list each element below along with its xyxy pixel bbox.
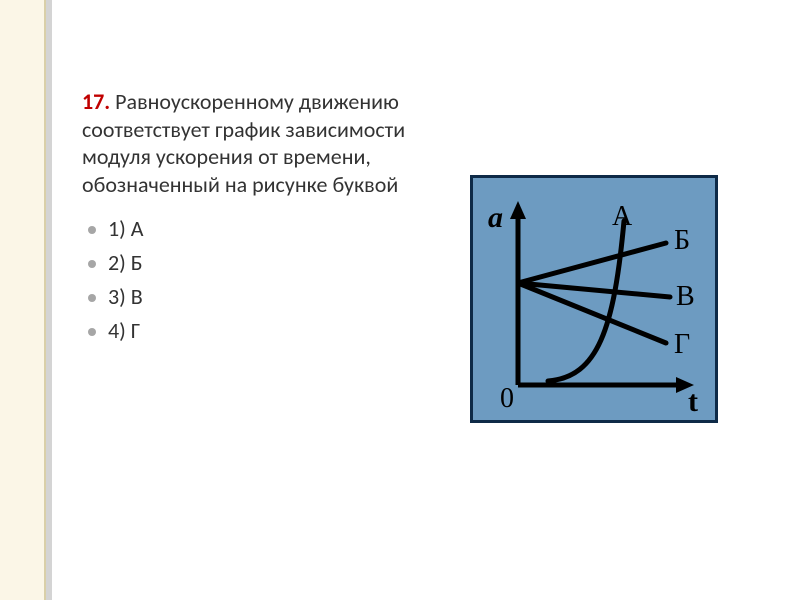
question-block: 17. Равноускоренному движению соответств…: [82, 88, 412, 348]
question-text: Равноускоренному движению соответствует …: [82, 88, 405, 198]
svg-text:В: В: [676, 281, 695, 312]
answer-option: 4) Г: [86, 314, 412, 348]
svg-text:a: a: [488, 201, 503, 234]
svg-text:0: 0: [500, 383, 514, 414]
chart-figure: a t 0 А БВГ: [470, 175, 718, 423]
chart-svg: a t 0 А БВГ: [470, 175, 718, 423]
question-paragraph: 17. Равноускоренному движению соответств…: [82, 88, 412, 198]
slide: 17. Равноускоренному движению соответств…: [0, 0, 800, 600]
question-number: 17.: [82, 88, 110, 115]
decorative-left-rail: [0, 0, 56, 600]
answer-option: 3) В: [86, 280, 412, 314]
svg-text:t: t: [688, 385, 698, 418]
answer-list: 1) А 2) Б 3) В 4) Г: [86, 212, 412, 348]
svg-text:А: А: [612, 201, 633, 232]
answer-option: 1) А: [86, 212, 412, 246]
answer-option: 2) Б: [86, 246, 412, 280]
svg-text:Г: Г: [674, 329, 690, 360]
svg-text:Б: Б: [674, 225, 690, 256]
